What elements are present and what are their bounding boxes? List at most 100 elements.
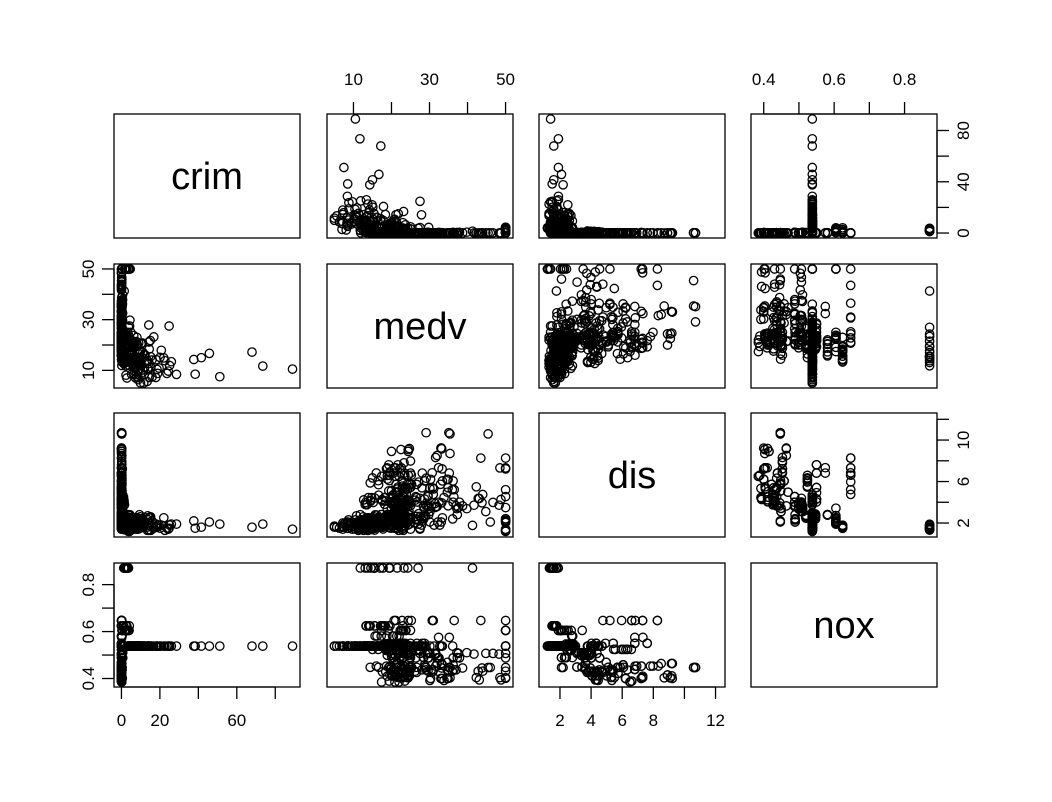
point-medv-vs-dis [688, 275, 699, 286]
point-crim-vs-medv [344, 204, 354, 214]
point-crim-vs-nox [807, 162, 818, 173]
point-crim-vs-dis [667, 228, 678, 238]
point-crim-vs-medv [475, 228, 486, 238]
point-crim-vs-medv [350, 114, 361, 124]
point-crim-vs-medv [342, 191, 353, 202]
point-medv-vs-dis [551, 286, 562, 296]
point-medv-vs-nox [845, 280, 856, 291]
point-crim-vs-medv [341, 225, 352, 235]
point-crim-vs-nox [820, 228, 831, 238]
point-crim-vs-nox [807, 179, 818, 190]
point-crim-vs-medv [394, 227, 404, 238]
point-crim-vs-dis [562, 221, 573, 232]
point-crim-vs-dis [598, 228, 608, 238]
point-medv-vs-dis [605, 264, 615, 274]
point-crim-vs-medv [343, 215, 354, 225]
point-dis-vs-crim [257, 519, 268, 529]
panel-crim-crim [113, 113, 301, 239]
point-dis-vs-medv [485, 517, 496, 527]
point-crim-vs-medv [367, 174, 378, 185]
point-crim-vs-medv [374, 227, 385, 238]
point-medv-vs-dis [629, 301, 640, 312]
point-crim-vs-dis [561, 223, 572, 234]
point-crim-vs-medv [500, 227, 511, 238]
point-crim-vs-medv [388, 215, 399, 225]
point-crim-vs-dis [620, 228, 631, 238]
point-crim-vs-medv [364, 179, 375, 190]
point-crim-vs-dis [586, 228, 596, 238]
point-medv-vs-dis [659, 301, 670, 311]
point-crim-vs-dis [590, 228, 601, 238]
point-crim-vs-medv [367, 221, 377, 232]
point-crim-vs-dis [638, 228, 648, 238]
point-crim-vs-nox [807, 141, 818, 151]
panel-nox-crim [113, 562, 301, 688]
point-medv-vs-dis [638, 308, 648, 319]
point-crim-vs-nox [807, 114, 818, 124]
point-crim-vs-medv [425, 228, 435, 238]
point-dis-vs-medv [500, 453, 511, 463]
point-dis-vs-medv [421, 427, 431, 438]
point-crim-vs-nox [807, 174, 818, 185]
point-crim-vs-dis [553, 194, 564, 205]
point-crim-vs-medv [416, 209, 427, 220]
point-crim-vs-medv [417, 228, 428, 238]
point-crim-vs-dis [688, 227, 699, 238]
point-nox-vs-crim [257, 641, 268, 651]
diagonal-label-crim: crim [171, 156, 243, 198]
point-medv-vs-dis [652, 280, 663, 291]
point-crim-vs-medv [375, 141, 386, 151]
point-dis-vs-crim [287, 524, 298, 535]
diagonal-label-medv: medv [374, 306, 467, 348]
point-crim-vs-medv [366, 223, 376, 234]
panel-crim-nox [750, 113, 938, 239]
point-crim-vs-nox [807, 199, 818, 210]
point-medv-vs-crim [171, 369, 182, 380]
point-crim-vs-medv [387, 220, 397, 231]
point-medv-vs-crim [116, 307, 127, 318]
point-dis-vs-nox [820, 462, 831, 473]
point-medv-vs-nox [807, 264, 818, 274]
point-medv-vs-crim [116, 296, 127, 307]
point-dis-vs-crim [204, 517, 215, 527]
point-crim-vs-medv [339, 162, 349, 173]
point-crim-vs-medv [355, 196, 366, 206]
point-crim-vs-medv [391, 209, 401, 220]
point-dis-vs-crim [214, 519, 225, 529]
point-nox-vs-crim [247, 641, 257, 651]
point-crim-vs-dis [656, 227, 667, 238]
point-dis-vs-medv [386, 446, 397, 457]
point-medv-vs-crim [143, 320, 154, 330]
point-crim-vs-nox [831, 227, 841, 238]
point-medv-vs-crim [163, 366, 174, 376]
point-crim-vs-nox [756, 228, 767, 238]
point-medv-vs-crim [124, 321, 135, 331]
point-crim-vs-medv [415, 196, 425, 207]
point-crim-vs-dis [553, 191, 564, 202]
point-crim-vs-nox [807, 194, 818, 205]
point-dis-vs-crim [247, 522, 257, 533]
point-nox-vs-crim [287, 641, 298, 651]
point-nox-vs-crim [116, 615, 127, 626]
point-crim-vs-medv [401, 227, 412, 238]
point-crim-vs-medv [447, 228, 458, 238]
point-medv-vs-nox [775, 264, 786, 274]
point-crim-vs-medv [485, 227, 496, 238]
point-medv-vs-nox [795, 285, 806, 295]
point-crim-vs-medv [429, 228, 439, 238]
point-crim-vs-dis [556, 169, 567, 180]
point-medv-vs-nox [753, 346, 764, 357]
point-crim-vs-medv [374, 169, 384, 180]
point-dis-vs-medv [475, 453, 486, 463]
point-medv-vs-crim [287, 364, 298, 374]
point-medv-vs-dis [613, 307, 623, 318]
point-crim-vs-nox [924, 223, 935, 234]
point-crim-vs-medv [378, 201, 389, 212]
point-crim-vs-medv [377, 227, 387, 238]
panel-crim-dis [538, 113, 726, 239]
point-dis-vs-nox [822, 510, 833, 520]
point-nox-vs-crim [204, 641, 215, 651]
point-crim-vs-nox [796, 228, 807, 238]
point-crim-vs-dis [558, 179, 568, 190]
point-crim-vs-dis [605, 228, 615, 238]
